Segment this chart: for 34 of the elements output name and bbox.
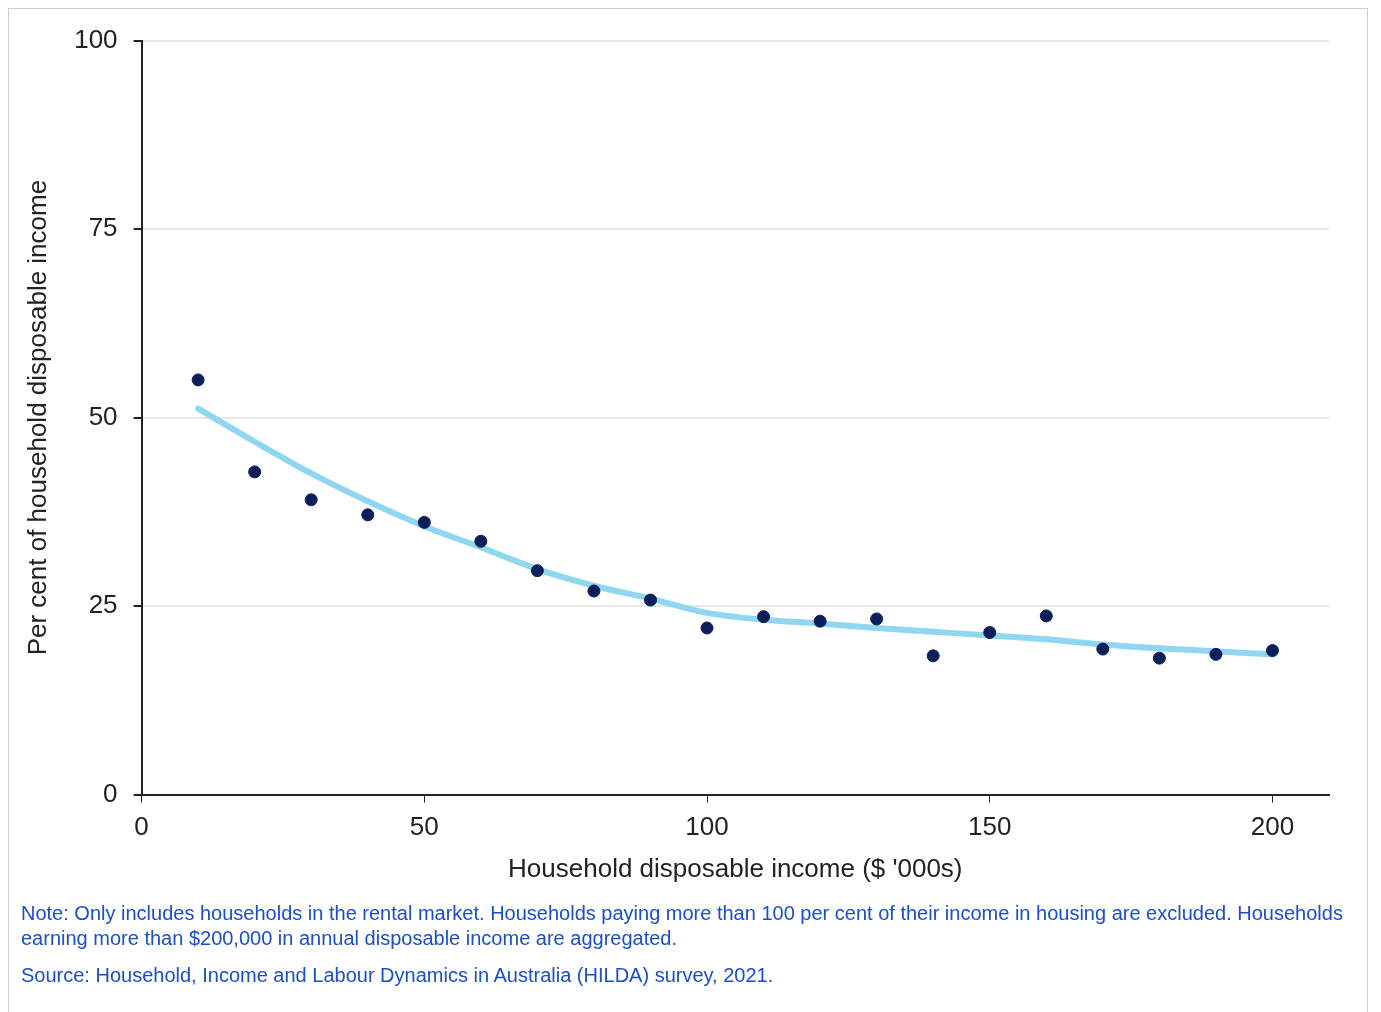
x-tick-label: 150: [968, 811, 1012, 842]
y-tick-label: 50: [88, 400, 118, 431]
source-note: Source: Household, Income and Labour Dynamics in Australia (HILDA) survey, 2021.: [21, 963, 775, 988]
point: [587, 584, 601, 598]
y-tick-label: 100: [74, 23, 118, 54]
point: [757, 610, 771, 624]
point: [248, 465, 262, 479]
point: [474, 534, 488, 548]
point: [983, 625, 997, 639]
x-axis-title: Household disposable income ($ '000s): [508, 852, 963, 883]
x-tick-label: 100: [685, 811, 729, 842]
point: [926, 649, 940, 663]
point: [1209, 647, 1223, 661]
point: [191, 373, 205, 387]
x-tick-label: 200: [1250, 811, 1295, 842]
point: [700, 621, 714, 635]
y-axis-title: Per cent of household disposable income: [21, 179, 52, 656]
point: [361, 508, 375, 522]
point: [304, 493, 318, 507]
x-tick-label: 0: [134, 811, 149, 842]
y-tick-label: 25: [88, 589, 118, 620]
y-tick-label: 75: [88, 212, 118, 243]
x-tick-label: 50: [409, 811, 439, 842]
point: [1152, 651, 1166, 665]
y-tick-label: 0: [103, 777, 118, 808]
point: [813, 614, 827, 628]
point: [530, 564, 544, 578]
point: [643, 593, 657, 607]
point: [1096, 642, 1110, 656]
text: Note: Only includes households in the rental market. Households paying more than 100 per cent of their income in housing are excluded. Households earning more than $200,000 in annual disposable income are aggregated.: [21, 901, 1344, 951]
point: [870, 612, 884, 626]
point: [1039, 609, 1053, 623]
point: [417, 515, 431, 529]
point: [1265, 644, 1279, 658]
